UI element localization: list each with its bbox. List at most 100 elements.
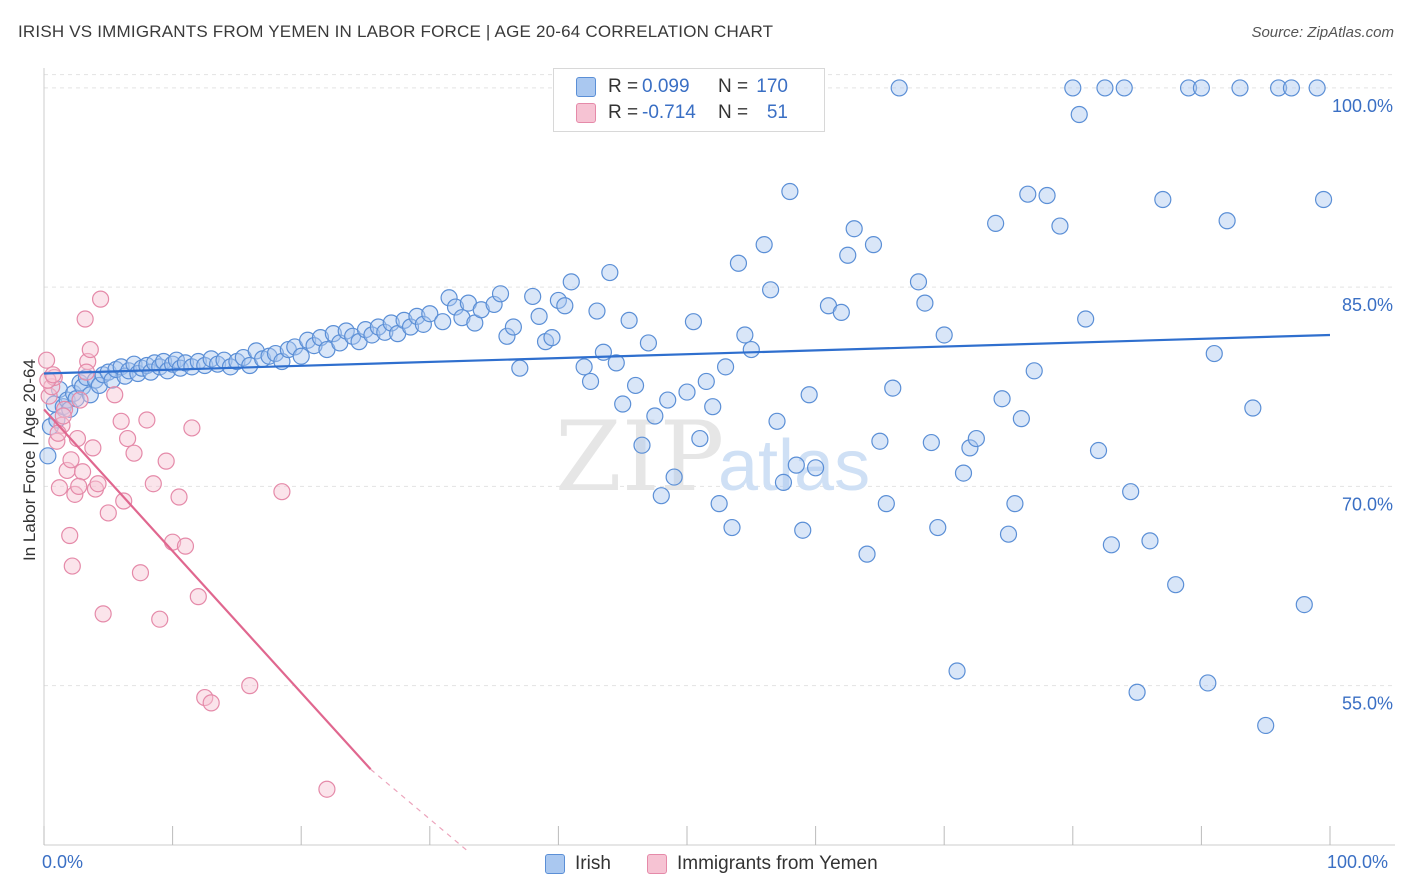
data-point <box>581 372 600 391</box>
data-point <box>909 273 928 291</box>
legend-n-value: 170 <box>756 76 788 97</box>
data-point <box>1257 716 1275 735</box>
data-point <box>652 487 670 505</box>
data-point <box>916 294 934 312</box>
data-point <box>54 407 72 425</box>
data-point <box>839 246 857 264</box>
data-point <box>61 526 79 545</box>
data-point <box>76 310 94 328</box>
data-point <box>138 411 156 429</box>
data-point <box>716 358 735 376</box>
data-point <box>71 391 89 409</box>
data-point <box>524 287 542 306</box>
data-point <box>800 386 818 404</box>
data-point <box>401 318 420 336</box>
y-tick-labels: 55.0% 70.0% 85.0% 100.0% <box>1332 96 1393 714</box>
legend-r-label: R = <box>608 76 639 97</box>
data-point <box>987 214 1005 232</box>
bottom-legend-swatch-irish <box>545 854 565 874</box>
bottom-legend-yemen[interactable]: Immigrants from Yemen <box>647 852 878 876</box>
data-point <box>1115 79 1133 97</box>
bottom-legend-label-yemen: Immigrants from Yemen <box>677 853 878 874</box>
data-point <box>50 479 69 497</box>
data-point <box>1308 79 1326 97</box>
data-point <box>1122 483 1140 501</box>
data-point <box>382 314 400 332</box>
x-tick-label-max: 100.0% <box>1327 852 1389 872</box>
data-point <box>755 236 773 254</box>
data-point <box>118 429 137 448</box>
data-point <box>607 354 625 372</box>
data-point <box>395 311 413 329</box>
data-point <box>562 273 580 291</box>
data-point <box>697 372 715 391</box>
legend-r-value: -0.714 <box>642 102 696 123</box>
bottom-legend-irish[interactable]: Irish <box>545 852 611 876</box>
data-point <box>1205 344 1223 363</box>
data-point <box>954 464 973 482</box>
data-point <box>639 334 658 352</box>
bottom-legend-label-irish: Irish <box>575 853 611 874</box>
data-point <box>491 285 510 303</box>
data-point <box>241 677 259 695</box>
data-point <box>125 444 143 462</box>
data-point <box>659 391 677 409</box>
stats-legend: R = 0.099 N = 170 R = -0.714 N = 51 <box>553 68 825 132</box>
data-point <box>967 429 985 448</box>
data-point <box>614 395 632 413</box>
data-point <box>575 358 593 376</box>
data-point <box>665 468 683 486</box>
data-point <box>84 439 102 457</box>
legend-r-value: 0.099 <box>642 76 690 97</box>
data-point <box>1295 595 1313 614</box>
data-point <box>1089 441 1108 460</box>
data-point <box>99 504 117 522</box>
legend-row-yemen: R = -0.714 N = 51 <box>576 100 788 126</box>
data-point <box>142 363 160 381</box>
data-point <box>1314 190 1333 209</box>
data-point <box>620 311 638 329</box>
data-point <box>781 182 799 201</box>
data-point <box>646 407 664 425</box>
data-point <box>81 340 99 359</box>
data-point <box>993 390 1011 408</box>
data-point <box>91 290 110 308</box>
data-point <box>511 359 529 377</box>
y-tick-label: 100.0% <box>1332 96 1393 116</box>
data-point <box>49 424 67 442</box>
data-point <box>1269 79 1288 97</box>
data-point <box>1064 79 1082 97</box>
data-point <box>1199 674 1217 692</box>
data-point <box>794 521 812 539</box>
data-point <box>1231 79 1249 97</box>
data-point <box>530 307 548 325</box>
data-point <box>626 376 645 395</box>
data-point <box>806 459 825 477</box>
data-point <box>176 537 195 555</box>
trend-line-irish <box>43 333 1331 375</box>
data-point <box>157 452 175 470</box>
legend-r-label: R = <box>608 102 639 123</box>
data-point <box>112 412 130 430</box>
data-point <box>935 326 953 344</box>
data-point <box>1128 683 1146 701</box>
y-tick-label: 55.0% <box>1342 694 1393 714</box>
data-point <box>890 79 908 97</box>
data-point <box>704 398 722 416</box>
data-point <box>144 475 162 493</box>
data-point <box>633 436 651 454</box>
grid-lines <box>44 74 1395 687</box>
data-point <box>273 483 291 501</box>
data-point <box>1012 410 1030 428</box>
data-point <box>729 254 748 272</box>
data-point <box>877 495 895 513</box>
data-point <box>736 326 754 344</box>
data-point <box>684 313 703 331</box>
data-point <box>292 347 310 365</box>
data-point <box>485 295 503 314</box>
data-point <box>324 325 342 343</box>
data-point <box>1019 185 1037 203</box>
data-point <box>1192 79 1211 97</box>
data-point <box>446 298 465 316</box>
